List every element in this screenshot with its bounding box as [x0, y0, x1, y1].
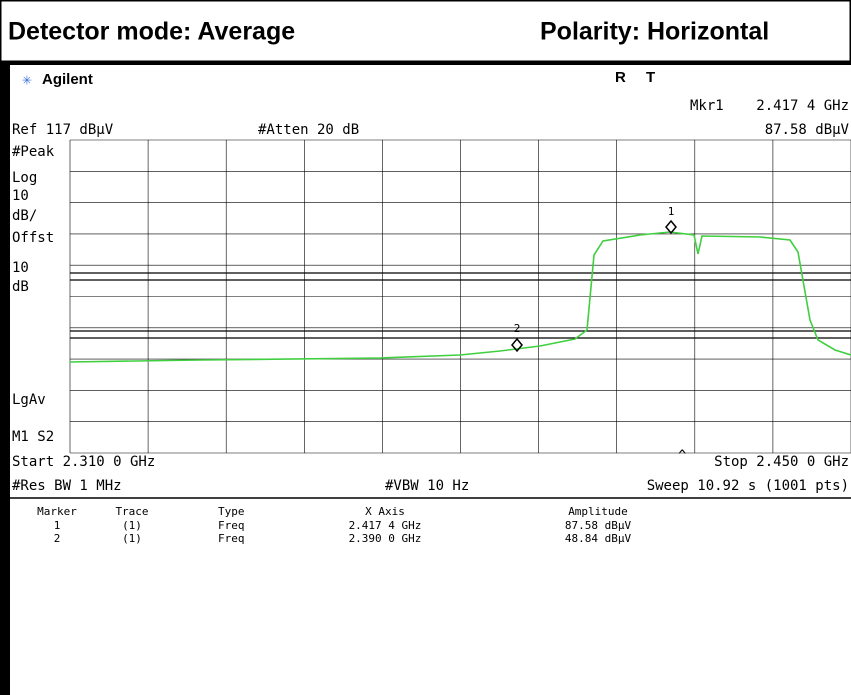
table-header: Amplitude	[568, 505, 628, 518]
marker-diamond	[665, 219, 677, 235]
table-header: X Axis	[365, 505, 405, 518]
marker-label: Mkr1	[690, 98, 724, 114]
left-label: 10	[12, 188, 29, 204]
table-cell: 48.84 dBµV	[565, 532, 632, 545]
detector-mode: Detector mode: Average	[8, 18, 295, 46]
left-labels: #Peak Log 10 dB/Offst 10 dB LgAv M1 S2	[12, 144, 55, 445]
vbw: #VBW 10 Hz	[385, 478, 469, 494]
table-cell: 2.390 0 GHz	[349, 532, 422, 545]
table-cell: (1)	[122, 532, 142, 545]
left-label: dB/	[12, 208, 37, 224]
table-cell: 2	[54, 532, 61, 545]
left-label: 10	[12, 260, 29, 276]
brand: Agilent	[42, 71, 93, 88]
marker-table: Marker Trace Type X Axis Amplitude 1 (1) Freq 2.…	[37, 505, 631, 545]
table-cell: 1	[54, 519, 61, 532]
status: R	[615, 69, 626, 86]
table-cell: 87.58 dBµV	[565, 519, 632, 532]
table-cell: (1)	[122, 519, 142, 532]
table-header: Type	[218, 505, 245, 518]
stop-freq: Stop 2.450 0 GHz	[714, 454, 849, 470]
marker-diamond	[511, 337, 523, 353]
logo-icon: ✳	[22, 70, 32, 89]
marker-number: 2	[514, 322, 521, 335]
table-cell: Freq	[218, 519, 245, 532]
caret: ^	[678, 448, 686, 464]
left-label: dB	[12, 279, 29, 295]
table-cell: Freq	[218, 532, 245, 545]
polarity: Polarity: Horizontal	[540, 18, 769, 46]
left-label: #Peak	[12, 144, 55, 160]
marker-amplitude: 87.58 dBµV	[765, 122, 850, 138]
marker-freq: 2.417 4 GHz	[756, 98, 849, 114]
attenuation: #Atten 20 dB	[258, 122, 359, 138]
marker-number: 1	[668, 205, 675, 218]
table-header: Trace	[115, 505, 148, 518]
header-rule	[0, 61, 851, 65]
status: T	[646, 69, 655, 86]
left-label: M1 S2	[12, 429, 54, 445]
table-header: Marker	[37, 505, 77, 518]
left-border	[0, 62, 10, 695]
sweep: Sweep 10.92 s (1001 pts)	[647, 478, 849, 494]
start-freq: Start 2.310 0 GHz	[12, 454, 155, 470]
left-label: Offst	[12, 230, 54, 246]
res-bw: #Res BW 1 MHz	[12, 478, 122, 494]
table-cell: 2.417 4 GHz	[349, 519, 422, 532]
ref-level: Ref 117 dBµV	[12, 122, 114, 138]
graticule	[69, 139, 851, 454]
left-label: LgAv	[12, 392, 46, 408]
left-label: Log	[12, 170, 37, 186]
trace	[69, 231, 851, 363]
